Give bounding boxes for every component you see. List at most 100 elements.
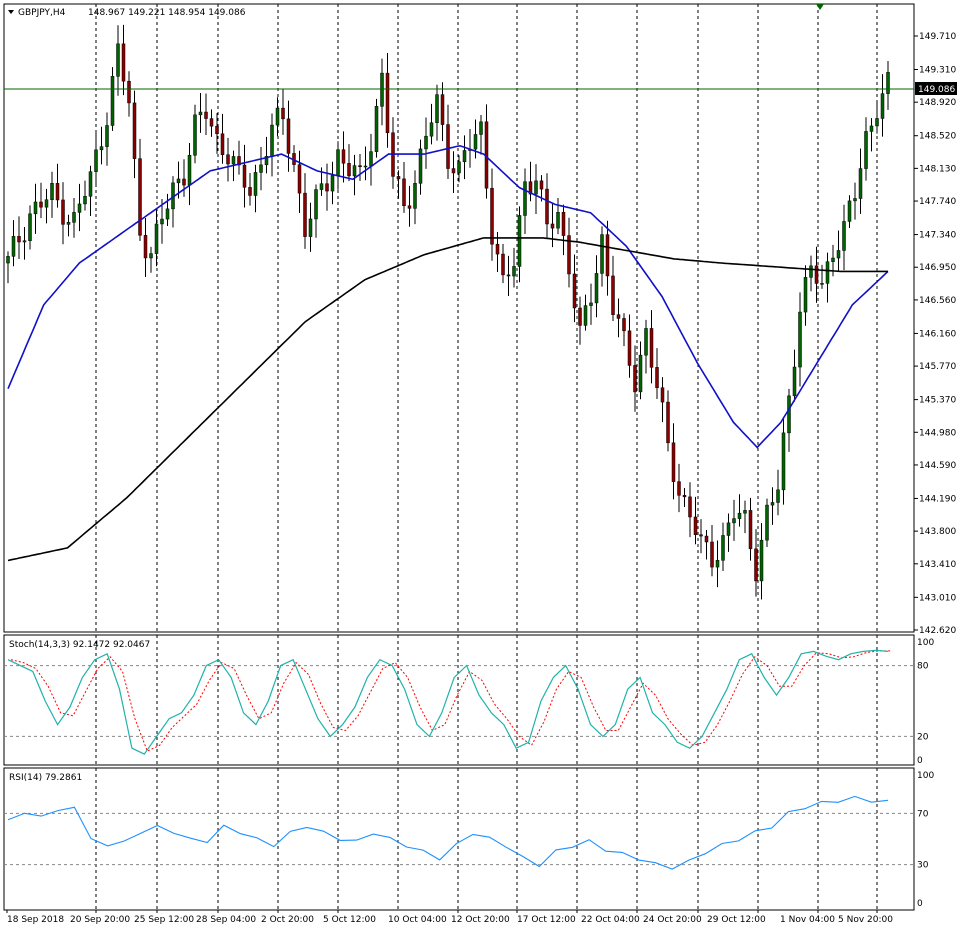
- candle: [402, 161, 406, 213]
- candle: [363, 146, 368, 181]
- y-tick-label: 148.130: [919, 164, 956, 174]
- candle: [220, 113, 225, 164]
- stoch-main-line: [7, 649, 889, 755]
- candle: [121, 24, 126, 96]
- candle: [72, 197, 76, 238]
- candle: [825, 252, 830, 303]
- rsi-y-tick: 30: [917, 861, 929, 871]
- candle: [594, 255, 599, 318]
- x-tick-label: 18 Sep 2018: [7, 915, 64, 925]
- candle: [809, 255, 813, 292]
- stoch-panel-frame: [3, 634, 915, 766]
- x-tick-label: 25 Sep 12:00: [134, 915, 194, 925]
- candle: [198, 93, 203, 133]
- candle: [226, 137, 230, 182]
- candle: [589, 283, 593, 325]
- candle: [358, 153, 362, 181]
- y-tick-label: 146.560: [919, 296, 956, 306]
- candle: [781, 417, 786, 505]
- candle: [11, 220, 16, 267]
- y-tick-label: 146.160: [919, 329, 956, 339]
- candle: [440, 82, 445, 142]
- candle: [726, 513, 731, 552]
- candle: [506, 255, 511, 297]
- y-tick-label: 144.190: [919, 494, 956, 504]
- candle: [583, 294, 588, 331]
- candle: [743, 500, 747, 534]
- candle: [407, 185, 412, 227]
- candle: [627, 314, 632, 378]
- candle: [215, 113, 219, 154]
- candle: [847, 195, 852, 229]
- candle: [193, 104, 197, 164]
- candle: [776, 469, 780, 516]
- candles: [6, 24, 890, 600]
- candle: [875, 100, 879, 134]
- candle: [682, 487, 687, 508]
- candle: [853, 182, 857, 220]
- x-tick-label: 1 Nov 04:00: [780, 915, 835, 925]
- ma-fast-line: [7, 144, 889, 449]
- candle: [792, 349, 797, 402]
- y-tick-label: 143.410: [919, 560, 956, 570]
- rsi-panel-frame: [3, 767, 915, 911]
- candle: [523, 168, 527, 234]
- candle: [759, 522, 764, 600]
- candle: [886, 61, 890, 110]
- candle: [6, 251, 10, 284]
- rsi-y-tick: 70: [917, 809, 929, 819]
- candle: [880, 74, 885, 137]
- candle: [259, 147, 263, 191]
- candle: [374, 98, 379, 158]
- ma-slow-line: [7, 237, 888, 562]
- x-tick-label: 10 Oct 04:00: [388, 915, 447, 925]
- y-tick-label: 143.800: [919, 527, 956, 537]
- candle: [325, 163, 329, 211]
- candle: [138, 138, 142, 242]
- current-price-badge: [915, 82, 957, 95]
- dropdown-arrow-icon[interactable]: [8, 10, 14, 14]
- candle: [671, 423, 676, 500]
- candle: [842, 204, 846, 271]
- stoch-y-tick: 0: [917, 756, 923, 766]
- candle: [578, 296, 582, 345]
- candle: [479, 114, 483, 155]
- candle: [655, 348, 659, 399]
- y-tick-label: 144.590: [919, 461, 956, 471]
- candle: [127, 71, 131, 117]
- candle: [517, 206, 522, 283]
- candle: [418, 139, 423, 195]
- candle: [209, 109, 214, 137]
- candle: [677, 463, 681, 513]
- candle: [638, 341, 643, 400]
- candle: [424, 117, 428, 169]
- price-panel-frame: [3, 3, 915, 633]
- candle: [253, 164, 258, 213]
- period-separator-marker-icon: [816, 4, 824, 10]
- candle: [396, 170, 401, 199]
- y-tick-label: 143.010: [919, 593, 956, 603]
- y-tick-label: 145.370: [919, 396, 956, 406]
- candle: [286, 100, 291, 172]
- stoch-y-tick: 80: [917, 662, 929, 672]
- candle: [545, 173, 549, 239]
- panel-frames: [3, 3, 915, 911]
- candle: [50, 171, 54, 218]
- candle: [798, 292, 802, 387]
- y-tick-label: 145.770: [919, 362, 956, 372]
- candle: [803, 265, 808, 326]
- candle: [820, 264, 824, 289]
- candle: [61, 182, 65, 245]
- moving-averages: [7, 144, 889, 562]
- candle: [787, 388, 791, 452]
- candle: [550, 203, 555, 248]
- rsi-line: [7, 795, 889, 870]
- candle: [704, 530, 709, 560]
- candle: [105, 112, 109, 166]
- rsi-y-tick: 100: [917, 771, 934, 781]
- candle: [435, 84, 439, 141]
- candle: [66, 214, 71, 237]
- candle: [451, 151, 456, 194]
- candle: [556, 197, 560, 235]
- candle: [814, 246, 819, 303]
